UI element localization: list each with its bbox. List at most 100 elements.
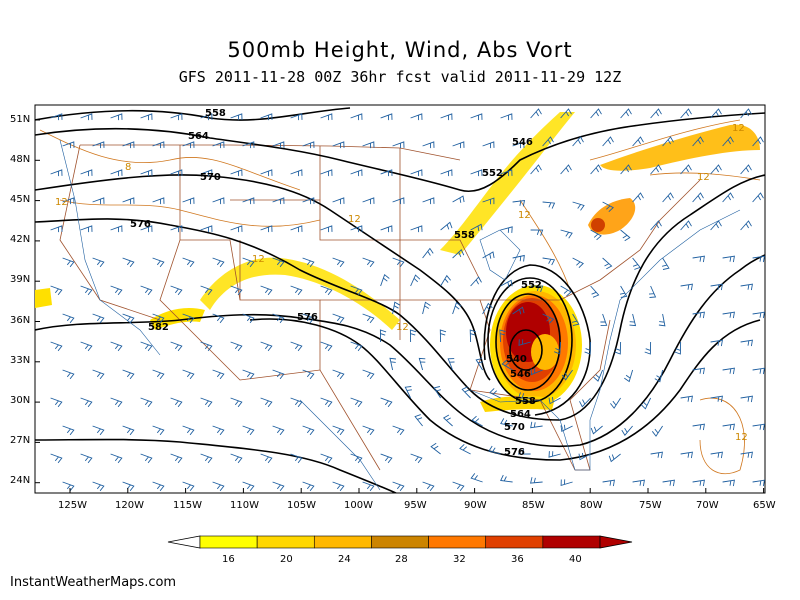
contour-label: 558 (515, 396, 536, 407)
wind-barb (320, 225, 333, 233)
wind-barb (654, 369, 664, 383)
lon-label: 95W (404, 500, 427, 511)
wind-barb (62, 425, 75, 436)
wind-barb (200, 285, 213, 296)
source-credit: InstantWeatherMaps.com (10, 575, 177, 590)
wind-barb (590, 285, 600, 298)
lon-label: 115W (173, 500, 202, 511)
vort-label: 12 (348, 214, 361, 225)
wind-barb (422, 301, 431, 315)
wind-barb (452, 141, 465, 149)
wind-barb (740, 220, 752, 231)
wind-barb (501, 359, 513, 371)
wind-barb (554, 341, 562, 355)
lat-label: 27N (10, 435, 31, 446)
wind-barb (302, 425, 315, 436)
wind-barb (230, 169, 243, 177)
wind-barb (242, 197, 255, 205)
colorbar-tick-label: 16 (222, 554, 235, 565)
vort-label: 12 (396, 322, 409, 333)
wind-barb (452, 481, 465, 492)
wind-barb (320, 453, 333, 464)
wind-barb (722, 423, 735, 431)
wind-barb (212, 257, 225, 268)
wind-barb (92, 313, 105, 324)
wind-barb (122, 313, 135, 324)
wind-barb (332, 425, 345, 436)
contour-label: 558 (454, 230, 475, 241)
wind-barb (621, 425, 633, 436)
wind-barb (680, 220, 692, 231)
wind-barb (392, 197, 405, 205)
wind-barb (632, 136, 644, 147)
wind-barb (92, 425, 105, 436)
wind-barb (620, 164, 632, 175)
wind-barb (350, 397, 363, 408)
vorticity-contour-labels: 12 12 12 12 12 12 8 12 12 (55, 123, 748, 443)
wind-barb (320, 113, 333, 121)
wind-barb (182, 369, 195, 380)
wind-barb (629, 313, 637, 327)
wind-barb (50, 285, 63, 296)
wind-barb (260, 397, 273, 408)
wind-barb (740, 339, 753, 347)
contour-label: 546 (510, 369, 531, 380)
wind-barb (710, 339, 723, 347)
wind-barb (152, 369, 165, 380)
wind-barb (182, 141, 195, 149)
wind-barb (152, 313, 165, 324)
contour-label: 582 (148, 322, 169, 333)
wind-barb (542, 201, 556, 209)
wind-barb (350, 169, 363, 177)
wind-barb (122, 369, 135, 380)
wind-barb (272, 425, 285, 436)
wind-barb (290, 285, 303, 296)
wind-barb (212, 141, 225, 149)
vort-label: 12 (252, 254, 265, 265)
wind-barb (482, 141, 495, 149)
wind-barb (200, 169, 213, 177)
wind-barb (170, 453, 183, 464)
wind-barb (332, 257, 345, 268)
colorbar-swatch (485, 535, 544, 549)
wind-barb (648, 285, 657, 298)
wind-barb (350, 285, 363, 296)
wind-barb (752, 192, 764, 203)
wind-barb (92, 141, 105, 149)
lat-label: 30N (10, 395, 31, 406)
wind-barb (260, 225, 273, 233)
wind-barb (290, 225, 303, 233)
wind-barb (392, 301, 401, 315)
wind-barb (200, 225, 213, 233)
contour-label: 576 (297, 312, 318, 323)
wind-barb (230, 397, 243, 408)
wind-barb (110, 341, 123, 352)
colorbar-tick-label: 32 (453, 554, 466, 565)
wind-barb (740, 283, 753, 291)
colorbar-tick-label: 20 (280, 554, 293, 565)
wind-barb (404, 386, 412, 399)
wind-barb (182, 257, 195, 268)
wind-barb (362, 197, 375, 205)
colorbar-swatch (256, 535, 315, 549)
wind-barb (92, 257, 105, 268)
wind-barb (152, 141, 165, 149)
colorbar-swatch (428, 535, 487, 549)
wind-barb (410, 225, 423, 233)
wind-barb (80, 397, 93, 408)
wind-barb (584, 341, 592, 355)
wind-barb (122, 197, 135, 205)
colorbar-swatch (371, 535, 429, 549)
wind-barb (422, 197, 435, 205)
wind-barb (200, 341, 213, 352)
wind-barb (272, 481, 285, 492)
vort-label: 12 (697, 172, 710, 183)
wind-barb (242, 481, 255, 492)
wind-barb (578, 452, 591, 461)
map-subtitle: GFS 2011-11-28 00Z 36hr fcst valid 2011-… (178, 68, 622, 86)
contour-label: 576 (130, 219, 151, 230)
wind-barb (722, 311, 735, 319)
wind-barb (392, 257, 405, 268)
wind-barb (230, 285, 243, 296)
wind-barb (110, 225, 123, 233)
